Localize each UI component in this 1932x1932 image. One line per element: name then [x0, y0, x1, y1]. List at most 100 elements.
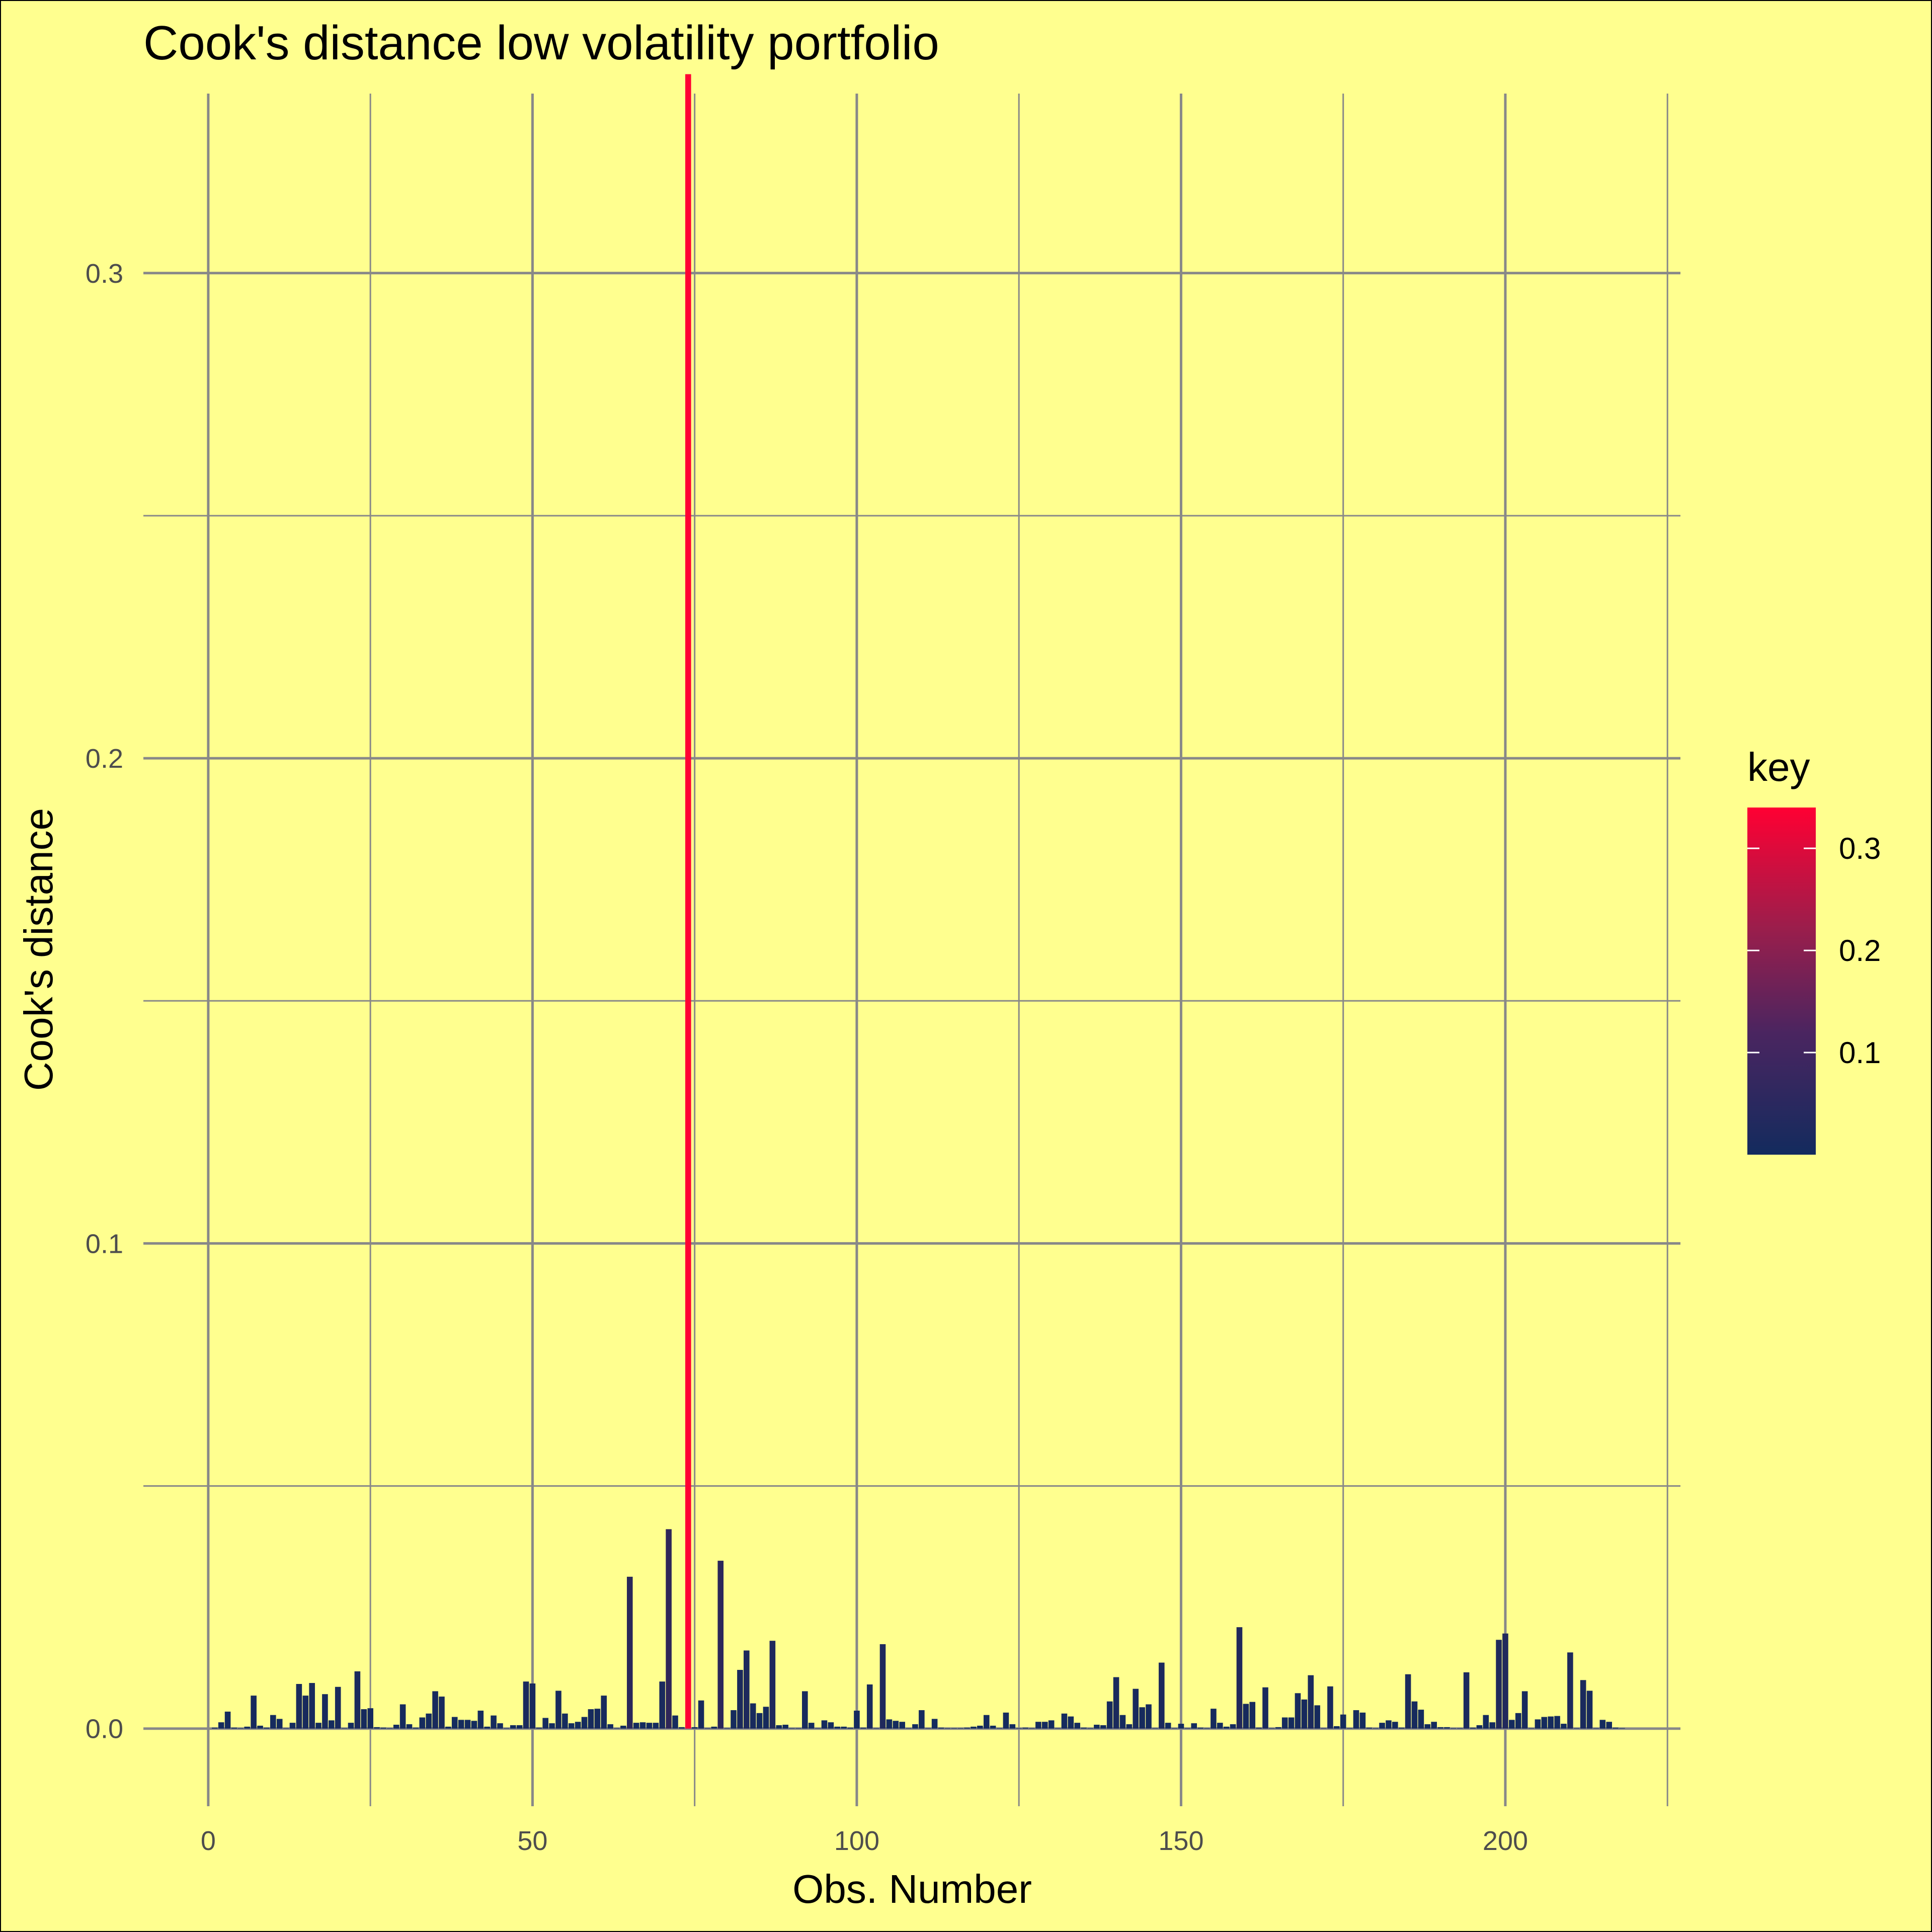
bar [931, 1719, 938, 1729]
bar [971, 1726, 977, 1729]
bar [491, 1715, 497, 1729]
bar [802, 1691, 808, 1729]
bar [614, 1728, 620, 1729]
bar [1554, 1716, 1560, 1729]
bar [464, 1720, 471, 1729]
legend: key 0.1 0.2 0.3 [1747, 745, 1881, 1155]
bar [426, 1713, 432, 1729]
bar [964, 1727, 970, 1729]
bar [1470, 1727, 1476, 1729]
bar [679, 1727, 685, 1729]
bar [1366, 1727, 1373, 1729]
bar [1386, 1720, 1392, 1729]
bar [1502, 1633, 1508, 1729]
legend-tick-label: 0.3 [1839, 832, 1881, 865]
bar [659, 1681, 666, 1729]
bar [1476, 1725, 1483, 1729]
bar [737, 1670, 743, 1729]
bar [990, 1725, 996, 1729]
bar [977, 1725, 983, 1729]
x-axis-ticks: 0 50 100 150 200 [201, 1826, 1528, 1856]
bar [1204, 1728, 1210, 1729]
bar [523, 1681, 529, 1729]
bar [782, 1724, 788, 1729]
bar [743, 1650, 750, 1729]
bar [432, 1691, 438, 1729]
bar [1613, 1727, 1619, 1729]
bar [439, 1697, 445, 1729]
bar [1580, 1680, 1586, 1729]
bar [944, 1728, 951, 1729]
bar [1146, 1704, 1152, 1729]
bar [1223, 1726, 1230, 1729]
legend-ticks: 0.1 0.2 0.3 [1747, 832, 1881, 1070]
x-tick-label: 100 [834, 1826, 879, 1856]
bar [1275, 1727, 1281, 1729]
bar [529, 1683, 536, 1729]
bar [698, 1700, 704, 1729]
bar [387, 1728, 393, 1729]
bar [1197, 1727, 1203, 1729]
bar [1334, 1726, 1340, 1729]
bar [413, 1727, 419, 1729]
bar [1236, 1627, 1243, 1729]
bar [445, 1726, 451, 1729]
bar [879, 1644, 886, 1729]
bar [1217, 1723, 1223, 1729]
bar [1353, 1710, 1359, 1729]
bar [607, 1724, 613, 1729]
bar [1359, 1712, 1366, 1729]
y-axis-ticks: 0.0 0.1 0.2 0.3 [86, 259, 123, 1744]
bar [1463, 1672, 1470, 1729]
bar [1496, 1640, 1502, 1729]
bar [575, 1722, 581, 1729]
bar [270, 1715, 276, 1729]
bar [1184, 1728, 1191, 1729]
bar [1087, 1728, 1093, 1729]
legend-tick-label: 0.1 [1839, 1036, 1881, 1070]
bar [685, 74, 691, 1729]
bar [1139, 1707, 1145, 1729]
bar [1152, 1728, 1158, 1729]
bar [1308, 1675, 1314, 1729]
bar [1418, 1710, 1424, 1729]
bar [620, 1725, 626, 1729]
bar [1489, 1722, 1495, 1729]
bar [276, 1719, 283, 1729]
bar [1016, 1728, 1022, 1729]
bar [1573, 1728, 1580, 1729]
bar [996, 1728, 1003, 1729]
bar [211, 1727, 218, 1729]
bar [1126, 1724, 1133, 1729]
bar [873, 1728, 879, 1729]
bar [893, 1721, 899, 1729]
bar [854, 1711, 860, 1729]
bar [1346, 1728, 1353, 1729]
bar [795, 1728, 801, 1729]
bar [1483, 1715, 1489, 1729]
bar [1256, 1727, 1262, 1729]
bar [1535, 1719, 1541, 1729]
bar [1158, 1662, 1165, 1729]
bar [1541, 1717, 1548, 1729]
bar [562, 1713, 568, 1729]
bar [1437, 1727, 1443, 1729]
bar [906, 1728, 912, 1729]
bar [1191, 1723, 1197, 1729]
bar [763, 1707, 769, 1729]
y-tick-label: 0.2 [86, 744, 123, 774]
bar [244, 1726, 251, 1729]
bar [1288, 1717, 1295, 1729]
bar [1269, 1728, 1275, 1729]
bar [1100, 1725, 1106, 1729]
bar [399, 1704, 406, 1729]
bar [731, 1710, 737, 1729]
bar [1561, 1724, 1567, 1729]
bar [374, 1727, 380, 1729]
bar [1165, 1723, 1171, 1729]
bar [335, 1686, 341, 1729]
bar [1327, 1686, 1333, 1729]
bar [341, 1728, 348, 1729]
bar [1424, 1724, 1431, 1729]
bar [1567, 1652, 1573, 1729]
